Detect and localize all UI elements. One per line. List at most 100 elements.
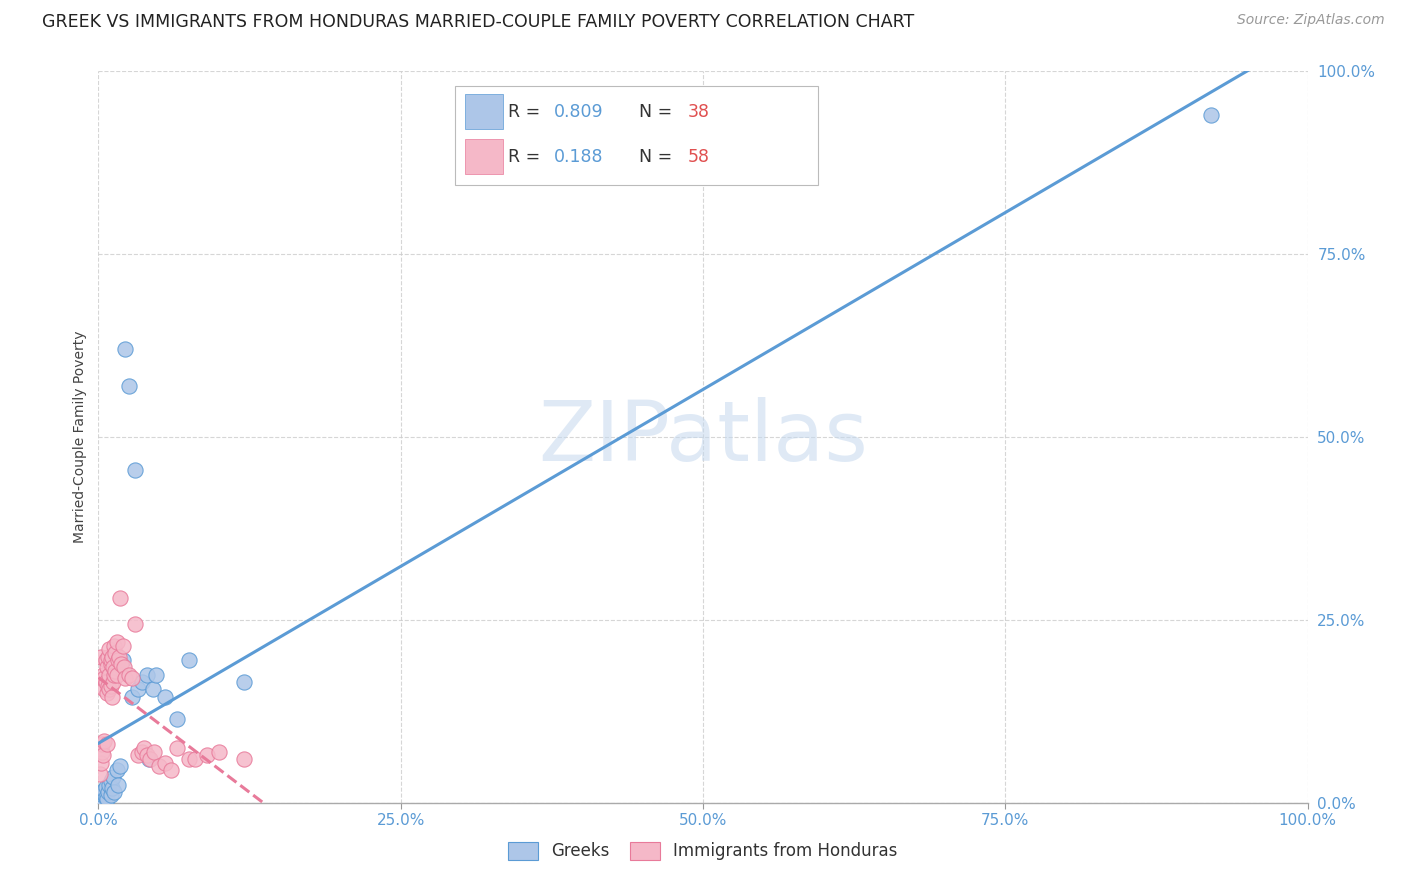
Point xyxy=(89,796,111,810)
Point xyxy=(118,667,141,681)
Point xyxy=(91,785,114,799)
Point xyxy=(232,752,254,766)
Point xyxy=(114,672,136,686)
Point xyxy=(91,794,114,808)
Point xyxy=(101,675,124,690)
Text: 58: 58 xyxy=(688,148,709,166)
Point xyxy=(104,664,127,678)
Point xyxy=(94,675,117,690)
Point xyxy=(91,748,114,763)
Point xyxy=(107,777,129,792)
Point xyxy=(104,646,127,660)
Point xyxy=(177,752,201,766)
Point xyxy=(138,752,160,766)
Point xyxy=(160,763,183,777)
Point xyxy=(103,639,125,653)
Point xyxy=(114,343,136,357)
Point xyxy=(93,787,115,801)
Point xyxy=(93,682,115,697)
Point xyxy=(93,672,115,686)
Legend: Greeks, Immigrants from Honduras: Greeks, Immigrants from Honduras xyxy=(509,842,897,860)
Point xyxy=(127,748,149,763)
Point xyxy=(142,682,165,697)
Point xyxy=(108,759,131,773)
Point xyxy=(96,737,118,751)
Point xyxy=(96,660,118,674)
Point xyxy=(105,763,128,777)
Point xyxy=(153,756,176,770)
Text: ZIPatlas: ZIPatlas xyxy=(538,397,868,477)
Bar xyxy=(465,94,503,129)
Point xyxy=(107,653,129,667)
Point xyxy=(195,748,218,763)
Point xyxy=(124,616,146,631)
Point xyxy=(177,653,201,667)
Point xyxy=(100,649,122,664)
Point xyxy=(166,740,188,755)
Text: 0.809: 0.809 xyxy=(554,103,605,120)
Point xyxy=(91,745,114,759)
Point xyxy=(90,794,112,808)
Point xyxy=(131,675,153,690)
Point xyxy=(101,770,124,784)
Point xyxy=(100,690,122,704)
Point xyxy=(93,733,115,747)
Point xyxy=(166,712,188,726)
FancyBboxPatch shape xyxy=(456,86,818,185)
Point xyxy=(91,667,114,681)
Point xyxy=(89,766,111,780)
Point xyxy=(121,690,143,704)
Point xyxy=(184,752,207,766)
Point xyxy=(100,773,122,788)
Point xyxy=(90,756,112,770)
Point xyxy=(127,682,149,697)
Point xyxy=(148,759,170,773)
Point xyxy=(232,675,254,690)
Text: Source: ZipAtlas.com: Source: ZipAtlas.com xyxy=(1237,13,1385,28)
Point xyxy=(103,667,125,681)
Point xyxy=(98,667,121,681)
Point xyxy=(118,379,141,393)
Point xyxy=(98,777,121,792)
Point xyxy=(93,782,115,797)
Point xyxy=(94,789,117,804)
Point xyxy=(134,740,156,755)
Point xyxy=(103,785,125,799)
Point xyxy=(94,780,117,794)
Point xyxy=(97,785,120,799)
Point xyxy=(110,657,132,671)
Point xyxy=(94,653,117,667)
Point xyxy=(100,789,122,803)
Point xyxy=(111,639,134,653)
Text: GREEK VS IMMIGRANTS FROM HONDURAS MARRIED-COUPLE FAMILY POVERTY CORRELATION CHAR: GREEK VS IMMIGRANTS FROM HONDURAS MARRIE… xyxy=(42,13,914,31)
Bar xyxy=(465,139,503,175)
Point xyxy=(124,463,146,477)
Point xyxy=(208,745,231,759)
Point xyxy=(139,752,162,766)
Point xyxy=(105,635,128,649)
Text: 38: 38 xyxy=(688,103,709,120)
Text: R =: R = xyxy=(509,103,546,120)
Point xyxy=(111,653,134,667)
Point xyxy=(131,745,153,759)
Text: R =: R = xyxy=(509,148,546,166)
Point xyxy=(100,679,122,693)
Point xyxy=(105,667,128,681)
Point xyxy=(100,653,122,667)
Point xyxy=(97,679,120,693)
Point xyxy=(100,781,122,796)
Point xyxy=(91,789,114,804)
Point xyxy=(98,682,121,697)
Point xyxy=(1199,108,1222,122)
Point xyxy=(143,745,166,759)
Text: N =: N = xyxy=(638,103,678,120)
Point xyxy=(90,792,112,806)
Point xyxy=(91,789,114,803)
Point xyxy=(153,690,176,704)
Y-axis label: Married-Couple Family Poverty: Married-Couple Family Poverty xyxy=(73,331,87,543)
Point xyxy=(112,660,135,674)
Point xyxy=(101,660,124,674)
Point xyxy=(97,649,120,664)
Text: 0.188: 0.188 xyxy=(554,148,603,166)
Point xyxy=(91,737,114,751)
